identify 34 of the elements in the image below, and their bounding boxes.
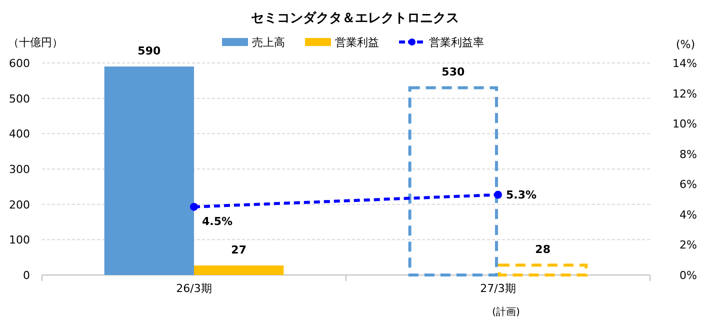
y2-tick-label: 0% [680,269,697,282]
y-tick-label: 600 [9,57,30,70]
data-label: 530 [442,66,465,79]
data-label: 28 [535,243,550,256]
chart-title: セミコンダクタ＆エレクトロニクス [251,11,459,26]
bar [194,265,284,275]
data-label: 27 [231,243,246,256]
y2-tick-label: 8% [680,148,697,161]
y2-tick-label: 12% [672,87,697,100]
text: (計画) [492,306,520,318]
y2-axis-title: (%) [676,38,696,51]
y2-tick-label: 10% [672,118,697,131]
y2-tick-label: 6% [680,178,697,192]
y-tick-label: 200 [9,198,30,212]
y-tick-label: 400 [9,128,30,141]
bar [408,86,498,276]
data-label: 5.3% [506,188,537,202]
legend-label: 営業利益 [335,36,379,49]
y-tick-label: 100 [9,234,30,247]
x-tick-label: 27/3期 [480,282,516,295]
y-tick-label: 300 [9,163,30,176]
legend-label: 売上高 [252,36,285,49]
data-label: 590 [138,44,161,58]
y-tick-label: 500 [9,92,30,106]
y2-tick-label: 4% [680,208,697,222]
bar [104,66,194,275]
y2-tick-label: 14% [672,57,697,70]
y-tick-label: 0 [23,269,30,282]
bar [498,264,588,276]
y-axis-title: （十億円） [8,36,63,49]
data-label: 4.5% [202,214,233,228]
legend-label: 営業利益率 [429,36,484,49]
y2-tick-label: 2% [680,238,697,252]
x-tick-label: 26/3期 [176,282,212,295]
